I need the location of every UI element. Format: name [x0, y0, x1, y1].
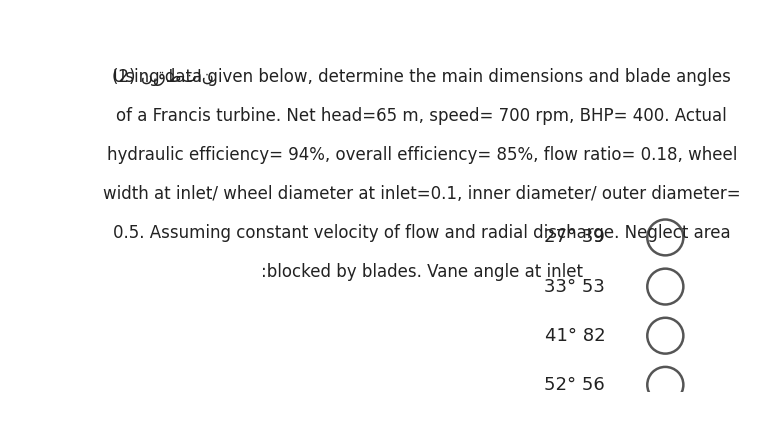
- Text: 52° 56: 52° 56: [545, 376, 605, 394]
- Text: :blocked by blades. Vane angle at inlet: :blocked by blades. Vane angle at inlet: [261, 263, 583, 281]
- Text: Using data given below, determine the main dimensions and blade angles: Using data given below, determine the ma…: [113, 68, 731, 86]
- Text: 33° 53: 33° 53: [544, 278, 605, 296]
- Text: of a Francis turbine. Net head=65 m, speed= 700 rpm, BHP= 400. Actual: of a Francis turbine. Net head=65 m, spe…: [116, 107, 727, 125]
- Text: 41° 82: 41° 82: [545, 326, 605, 345]
- Text: 0.5. Assuming constant velocity of flow and radial discharge. Neglect area: 0.5. Assuming constant velocity of flow …: [113, 224, 730, 242]
- Text: (2) نقطتان: (2) نقطتان: [112, 68, 214, 86]
- Text: width at inlet/ wheel diameter at inlet=0.1, inner diameter/ outer diameter=: width at inlet/ wheel diameter at inlet=…: [103, 185, 740, 203]
- Text: hydraulic efficiency= 94%, overall efficiency= 85%, flow ratio= 0.18, wheel: hydraulic efficiency= 94%, overall effic…: [106, 146, 737, 164]
- Text: 27° 39: 27° 39: [544, 228, 605, 246]
